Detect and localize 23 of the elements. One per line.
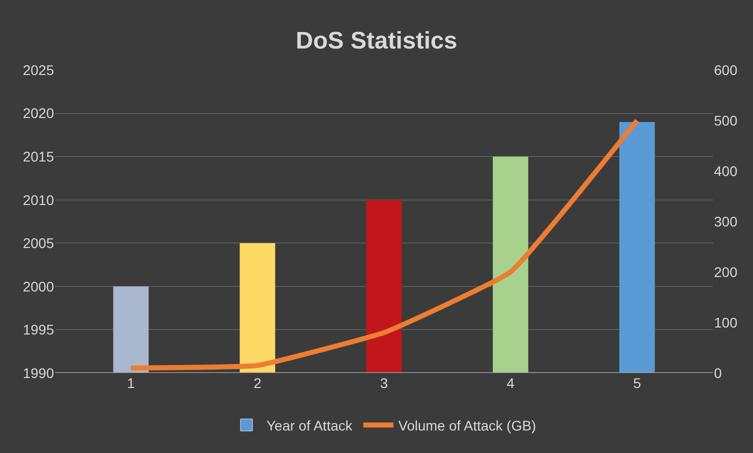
x-tick-label: 4: [506, 375, 515, 391]
x-tick-label: 1: [127, 375, 136, 391]
y-tick-label: 2015: [22, 148, 54, 164]
y-tick-label: 2025: [22, 62, 54, 78]
y-tick-label: 2005: [22, 235, 54, 252]
y2-tick-label: 100: [714, 314, 738, 330]
y2-tick-label: 200: [714, 264, 738, 280]
y2-tick-label: 600: [714, 62, 738, 78]
y2-tick-label: 300: [714, 213, 738, 230]
y-tick-label: 2000: [22, 278, 54, 294]
x-tick-label: 2: [254, 375, 262, 391]
y-tick-label: 1990: [22, 364, 54, 381]
legend-label: Volume of Attack (GB): [398, 417, 536, 434]
chart-title: DoS Statistics: [296, 28, 458, 55]
legend-label: Year of Attack: [266, 417, 354, 434]
x-tick-label: 5: [633, 375, 642, 391]
x-tick-label: 3: [380, 375, 388, 391]
y2-tick-label: 500: [714, 112, 738, 128]
y-tick-label: 2010: [22, 192, 54, 208]
y2-tick-label: 0: [714, 364, 722, 381]
y-tick-label: 2020: [22, 105, 54, 122]
y2-tick-label: 400: [714, 162, 738, 179]
y-tick-label: 1995: [22, 322, 54, 338]
